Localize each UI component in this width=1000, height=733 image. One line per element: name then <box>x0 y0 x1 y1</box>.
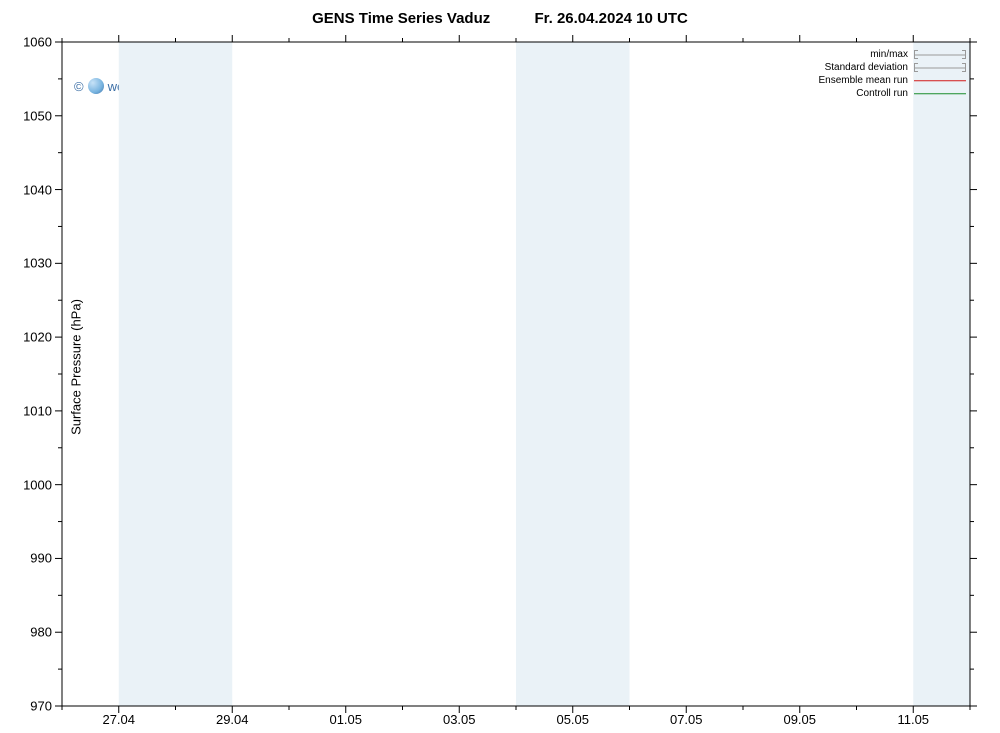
y-tick-label: 1000 <box>0 477 52 492</box>
y-tick-label: 1060 <box>0 35 52 50</box>
y-tick-label: 1040 <box>0 182 52 197</box>
x-tick-label: 03.05 <box>443 712 476 727</box>
legend-label: min/max <box>870 48 908 61</box>
legend-label: Controll run <box>856 87 908 100</box>
legend: min/maxStandard deviationEnsemble mean r… <box>819 48 967 100</box>
legend-row: min/max <box>819 48 967 61</box>
y-tick-label: 1030 <box>0 256 52 271</box>
legend-row: Ensemble mean run <box>819 74 967 87</box>
legend-swatch <box>914 62 966 73</box>
chart-svg <box>0 0 1000 733</box>
x-tick-label: 07.05 <box>670 712 703 727</box>
legend-label: Ensemble mean run <box>819 74 909 87</box>
x-tick-label: 27.04 <box>102 712 135 727</box>
x-tick-label: 01.05 <box>329 712 362 727</box>
x-tick-label: 29.04 <box>216 712 249 727</box>
legend-swatch <box>914 49 966 60</box>
x-tick-label: 05.05 <box>556 712 589 727</box>
y-tick-label: 1010 <box>0 403 52 418</box>
y-tick-label: 1050 <box>0 108 52 123</box>
legend-swatch <box>914 88 966 99</box>
x-tick-label: 09.05 <box>783 712 816 727</box>
y-tick-label: 980 <box>0 625 52 640</box>
legend-row: Controll run <box>819 87 967 100</box>
y-tick-label: 1020 <box>0 330 52 345</box>
legend-swatch <box>914 75 966 86</box>
legend-label: Standard deviation <box>825 61 908 74</box>
x-tick-label: 11.05 <box>897 712 929 727</box>
y-tick-label: 990 <box>0 551 52 566</box>
legend-row: Standard deviation <box>819 61 967 74</box>
chart-container: GENS Time Series Vaduz Fr. 26.04.2024 10… <box>0 0 1000 733</box>
y-tick-label: 970 <box>0 699 52 714</box>
